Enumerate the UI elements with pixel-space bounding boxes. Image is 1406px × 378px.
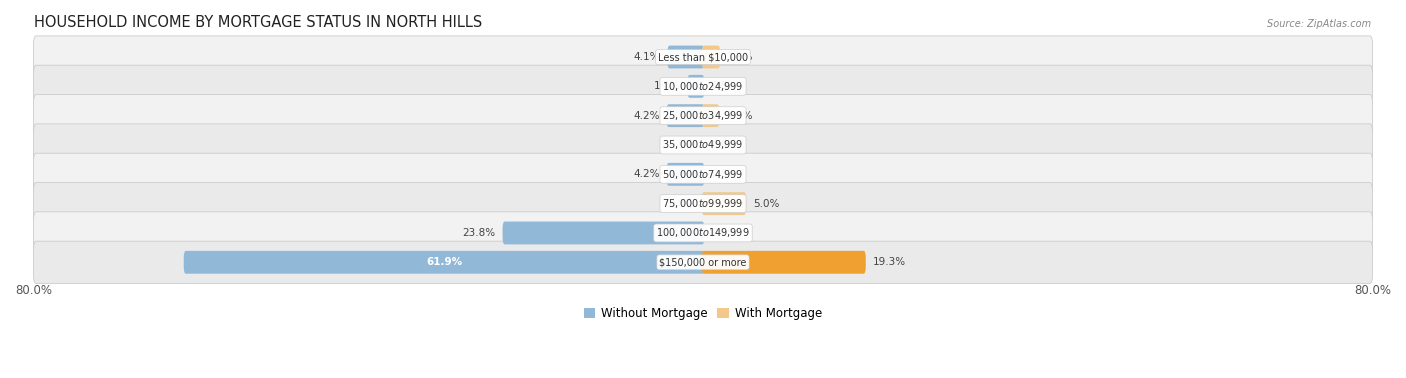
FancyBboxPatch shape bbox=[666, 104, 704, 127]
FancyBboxPatch shape bbox=[666, 163, 704, 186]
FancyBboxPatch shape bbox=[668, 46, 704, 68]
FancyBboxPatch shape bbox=[502, 222, 704, 245]
Text: 0.0%: 0.0% bbox=[668, 198, 695, 209]
Text: 19.3%: 19.3% bbox=[873, 257, 905, 267]
Text: 1.7%: 1.7% bbox=[654, 81, 681, 91]
FancyBboxPatch shape bbox=[34, 153, 1372, 195]
FancyBboxPatch shape bbox=[34, 65, 1372, 107]
FancyBboxPatch shape bbox=[688, 75, 704, 98]
FancyBboxPatch shape bbox=[702, 251, 866, 274]
Text: $10,000 to $24,999: $10,000 to $24,999 bbox=[662, 80, 744, 93]
Text: 61.9%: 61.9% bbox=[426, 257, 463, 267]
Text: Source: ZipAtlas.com: Source: ZipAtlas.com bbox=[1267, 19, 1371, 29]
FancyBboxPatch shape bbox=[34, 36, 1372, 78]
Text: $75,000 to $99,999: $75,000 to $99,999 bbox=[662, 197, 744, 210]
FancyBboxPatch shape bbox=[34, 94, 1372, 137]
FancyBboxPatch shape bbox=[702, 104, 720, 127]
Text: 0.0%: 0.0% bbox=[668, 140, 695, 150]
FancyBboxPatch shape bbox=[702, 46, 720, 68]
Text: 4.2%: 4.2% bbox=[633, 169, 659, 179]
Legend: Without Mortgage, With Mortgage: Without Mortgage, With Mortgage bbox=[579, 302, 827, 325]
FancyBboxPatch shape bbox=[34, 183, 1372, 225]
Text: $150,000 or more: $150,000 or more bbox=[659, 257, 747, 267]
FancyBboxPatch shape bbox=[184, 251, 704, 274]
Text: 1.8%: 1.8% bbox=[727, 111, 754, 121]
Text: $35,000 to $49,999: $35,000 to $49,999 bbox=[662, 138, 744, 152]
Text: $50,000 to $74,999: $50,000 to $74,999 bbox=[662, 168, 744, 181]
Text: 4.2%: 4.2% bbox=[633, 111, 659, 121]
Text: 0.0%: 0.0% bbox=[711, 169, 738, 179]
FancyBboxPatch shape bbox=[702, 192, 747, 215]
Text: Less than $10,000: Less than $10,000 bbox=[658, 52, 748, 62]
Text: 0.0%: 0.0% bbox=[711, 228, 738, 238]
Text: 5.0%: 5.0% bbox=[754, 198, 779, 209]
FancyBboxPatch shape bbox=[34, 124, 1372, 166]
Text: HOUSEHOLD INCOME BY MORTGAGE STATUS IN NORTH HILLS: HOUSEHOLD INCOME BY MORTGAGE STATUS IN N… bbox=[34, 15, 482, 30]
Text: 0.0%: 0.0% bbox=[711, 81, 738, 91]
Text: $100,000 to $149,999: $100,000 to $149,999 bbox=[657, 226, 749, 239]
Text: 4.1%: 4.1% bbox=[634, 52, 661, 62]
FancyBboxPatch shape bbox=[34, 212, 1372, 254]
Text: $25,000 to $34,999: $25,000 to $34,999 bbox=[662, 109, 744, 122]
FancyBboxPatch shape bbox=[34, 241, 1372, 284]
Text: 0.0%: 0.0% bbox=[711, 140, 738, 150]
Text: 23.8%: 23.8% bbox=[463, 228, 495, 238]
Text: 1.9%: 1.9% bbox=[727, 52, 754, 62]
